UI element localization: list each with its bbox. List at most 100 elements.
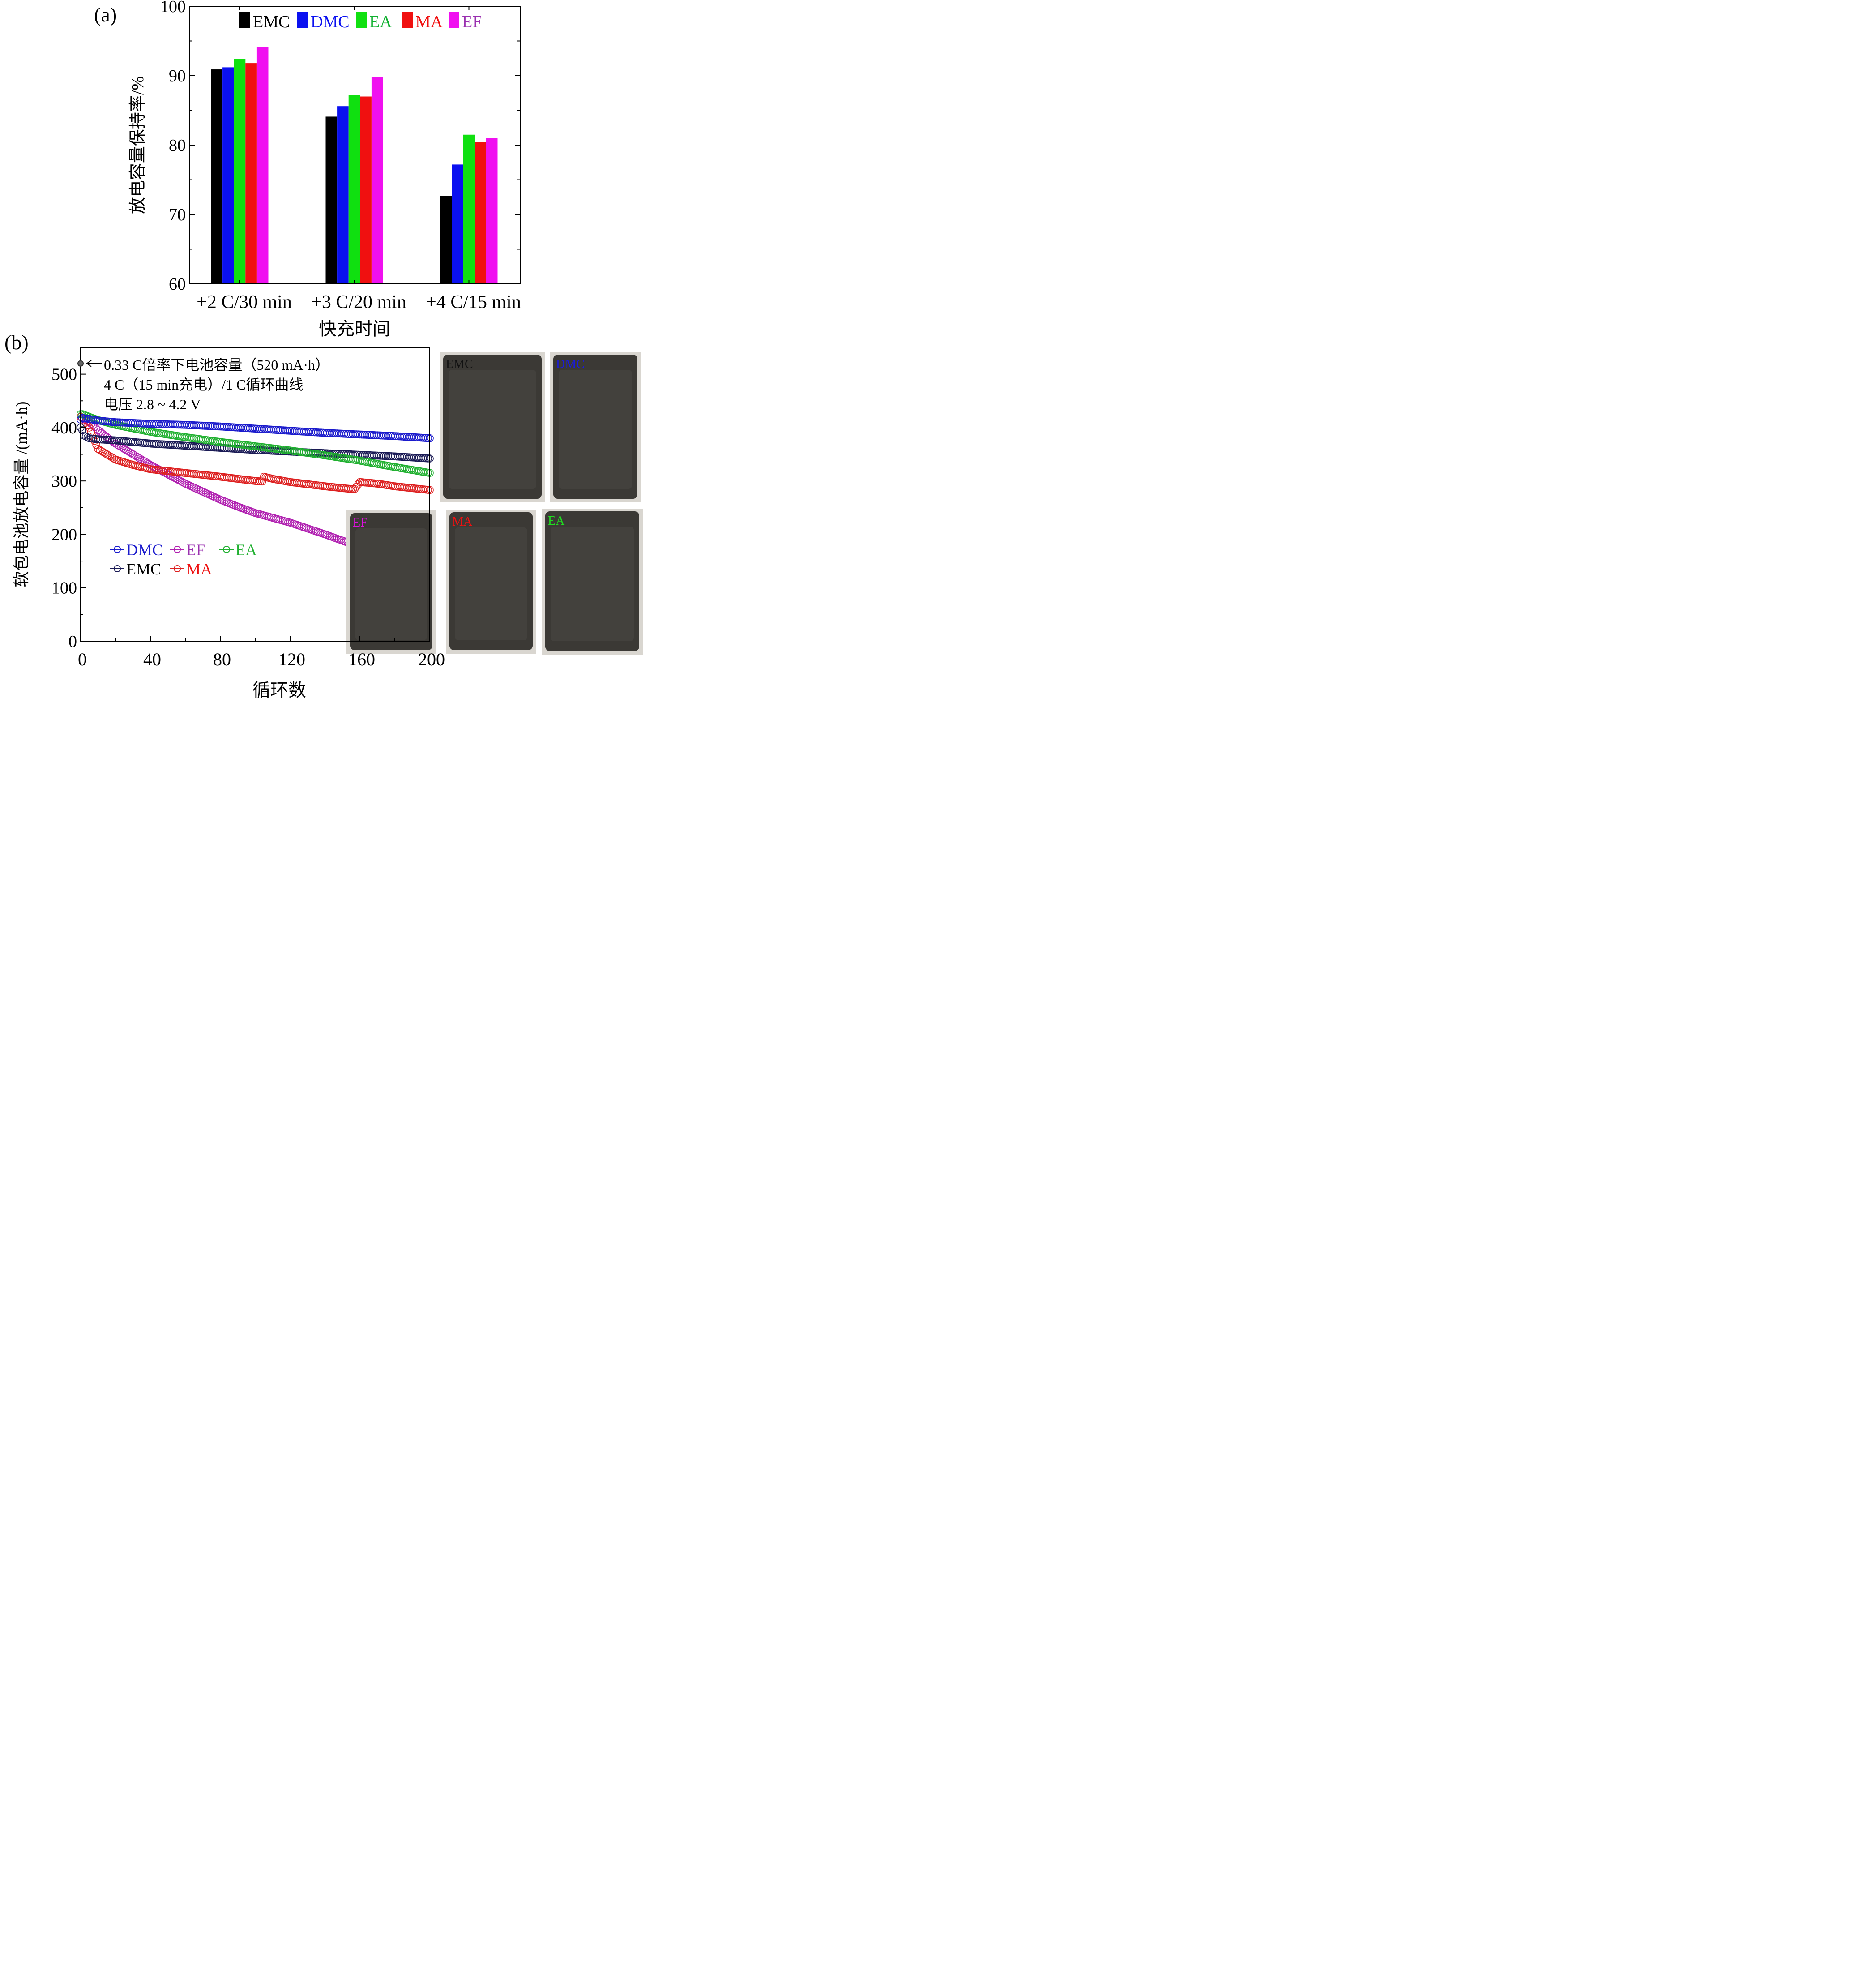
panel-a-y-axis: 60 70 80 90 100 (160, 0, 520, 294)
panel-b-photos: EMC DMC EF MA EA (346, 352, 643, 655)
pouch-surface (449, 370, 536, 489)
annotation-line-1: 0.33 C倍率下电池容量（520 mA·h） (104, 357, 329, 373)
legend-swatch-ef (449, 12, 459, 28)
legend-label-ma: MA (186, 560, 212, 578)
legend-item-dmc: DMC (110, 541, 163, 559)
legend-marker (114, 565, 121, 572)
initial-capacity-marker (77, 360, 84, 367)
bar-dmc-1 (337, 106, 349, 284)
photo-label-ef: EF (353, 516, 368, 530)
x-tick-label: 0 (78, 649, 87, 669)
x-category-label: +2 C/30 min (197, 292, 292, 313)
legend-swatch-ea (356, 12, 367, 28)
y-tick-label: 60 (169, 275, 186, 294)
bar-ef-0 (256, 47, 269, 284)
x-category-label: +3 C/20 min (311, 292, 406, 313)
legend-item-ea: EA (219, 541, 257, 559)
bar-ma-1 (360, 96, 372, 284)
photo-label-dmc: DMC (556, 357, 585, 371)
y-tick-label: 300 (51, 472, 77, 491)
pouch-photo-ef: EF (346, 510, 436, 654)
annotation-line-2: 4 C（15 min充电）/1 C循环曲线 (104, 377, 303, 393)
photo-label-emc: EMC (446, 357, 473, 371)
bar-emc-0 (211, 69, 223, 284)
photo-label-ea: EA (548, 514, 565, 528)
pouch-photo-ea: EA (542, 509, 643, 655)
pouch-photo-emc: EMC (440, 352, 545, 502)
bar-ma-0 (245, 63, 257, 284)
panel-a-legend: EMC DMC EA MA EF (239, 12, 482, 31)
panel-b-y-axis-title: 软包电池放电容量 /(mA·h) (13, 402, 30, 587)
series-ma (77, 413, 434, 494)
y-tick-label: 100 (51, 579, 77, 598)
annotation-line-3: 电压 2.8 ~ 4.2 V (104, 396, 201, 412)
legend-swatch-emc (239, 12, 250, 28)
y-tick-label: 500 (51, 365, 77, 384)
legend-label-dmc: DMC (311, 13, 350, 31)
x-tick-label: 80 (213, 649, 231, 669)
y-tick-label: 70 (169, 206, 186, 224)
legend-swatch-dmc (297, 12, 308, 28)
point-ef (180, 479, 188, 487)
legend-label-ef: EF (186, 541, 205, 559)
legend-marker (114, 546, 121, 553)
point-ma (347, 485, 355, 493)
panel-b-y-axis: 0 100 200 300 400 500 (51, 365, 86, 651)
figure-canvas: (a) 60 70 80 90 100 +2 C/30 min +3 C/20 min +4… (4, 0, 643, 700)
y-tick-label: 400 (51, 419, 77, 437)
legend-label-emc: EMC (253, 13, 290, 31)
series-dmc (77, 414, 434, 442)
pouch-surface (455, 527, 527, 640)
panel-a-x-axis-title: 快充时间 (319, 319, 390, 339)
point-emc (78, 426, 86, 434)
y-tick-label: 0 (68, 632, 77, 651)
legend-label-ma: MA (415, 13, 443, 31)
pouch-photo-ma: MA (446, 510, 536, 654)
panel-a-label: (a) (94, 3, 117, 26)
bar-dmc-2 (452, 164, 463, 284)
legend-label-ea: EA (235, 541, 257, 559)
legend-label-emc: EMC (126, 560, 161, 578)
panel-a-x-axis: +2 C/30 min +3 C/20 min +4 C/15 min (197, 6, 521, 313)
bar-emc-1 (325, 116, 338, 284)
bar-ef-1 (371, 77, 383, 284)
x-tick-label: 200 (418, 649, 445, 669)
panel-a-bars (211, 47, 498, 284)
bar-ma-2 (475, 142, 486, 284)
x-tick-label: 160 (348, 649, 375, 669)
legend-marker (174, 565, 181, 572)
legend-item-ma: MA (170, 560, 212, 578)
bar-ea-0 (234, 59, 246, 284)
bar-emc-2 (440, 196, 452, 284)
photo-label-ma: MA (452, 515, 473, 529)
pouch-photo-dmc: DMC (550, 352, 641, 502)
series-ea (77, 410, 434, 477)
annotation-arrow (86, 360, 102, 367)
legend-item-emc: EMC (110, 560, 161, 578)
legend-label-ef: EF (462, 13, 482, 31)
y-tick-label: 90 (169, 67, 186, 86)
y-tick-label: 80 (169, 136, 186, 155)
legend-marker (174, 546, 181, 553)
legend-label-ea: EA (369, 13, 392, 31)
pouch-surface (355, 528, 427, 640)
panel-b-series (77, 410, 434, 549)
panel-a-y-axis-title: 放电容量保持率/% (128, 76, 147, 214)
bar-ef-2 (486, 138, 498, 284)
legend-marker (223, 546, 230, 553)
panel-b-x-axis: 0 40 80 120 160 200 (78, 636, 445, 669)
pouch-surface (559, 370, 632, 489)
bar-ea-1 (348, 95, 360, 284)
x-tick-label: 120 (278, 649, 305, 669)
panel-b-legend: DMC EF EA EMC MA (110, 541, 257, 578)
panel-a-bar-chart: (a) 60 70 80 90 100 +2 C/30 min +3 C/20 min +4… (94, 0, 521, 339)
bar-dmc-0 (222, 67, 234, 284)
bar-ea-2 (463, 134, 475, 284)
x-tick-label: 40 (143, 649, 161, 669)
legend-swatch-ma (402, 12, 413, 28)
legend-item-ef: EF (170, 541, 205, 559)
panel-b-x-axis-title: 循环数 (252, 680, 306, 700)
pouch-surface (551, 527, 634, 641)
panel-b-label: (b) (4, 331, 29, 354)
